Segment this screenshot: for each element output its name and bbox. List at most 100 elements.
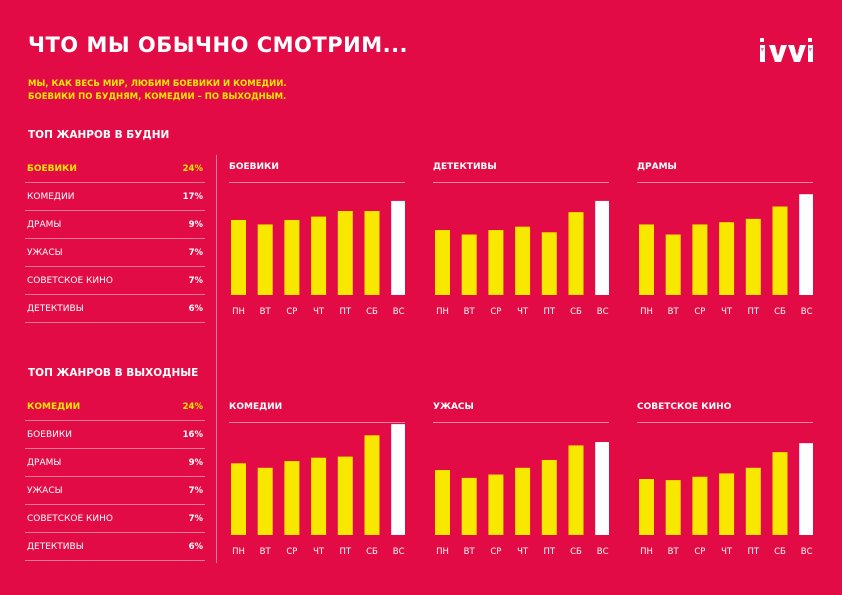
- chart-boeviki: БОЕВИКИ ПН ВТ СР ЧТ ПТ СБ ВС: [229, 160, 405, 323]
- genre-label: КОМЕДИИ: [27, 401, 81, 412]
- x-tick-label: ПН: [232, 547, 245, 557]
- x-tick-label: СБ: [570, 307, 582, 317]
- page-title: ЧТО МЫ ОБЫЧНО СМОТРИМ...: [28, 33, 409, 57]
- x-tick-label: ПН: [436, 307, 449, 317]
- bar-ПН: [231, 463, 246, 535]
- chart-title: СОВЕТСКОЕ КИНО: [637, 402, 732, 412]
- x-tick-label: ВТ: [260, 307, 272, 317]
- section-divider: [216, 155, 217, 563]
- x-tick-label: СБ: [774, 307, 786, 317]
- chart-top-rule: [637, 422, 813, 423]
- genre-label: УЖАСЫ: [27, 247, 63, 258]
- bar-ПН: [435, 470, 450, 535]
- weekdays-genre-list: БОЕВИКИ 24% КОМЕДИИ 17% ДРАМЫ 9% УЖАСЫ 7% СОВЕТС…: [25, 155, 205, 323]
- x-tick-label: СР: [694, 307, 705, 317]
- bar-СБ: [772, 452, 788, 535]
- x-tick-label: ПН: [436, 547, 449, 557]
- weekends-genre-list: КОМЕДИИ 24% БОЕВИКИ 16% ДРАМЫ 9% УЖАСЫ 7% СОВЕТС…: [25, 393, 205, 561]
- genre-share: 7%: [188, 275, 203, 286]
- chart-komedii: КОМЕДИИ ПН ВТ СР ЧТ ПТ СБ ВС: [229, 400, 405, 563]
- x-tick-label: ВТ: [260, 547, 272, 557]
- x-tick-label: СР: [286, 307, 297, 317]
- bar-СР: [284, 219, 300, 295]
- subtitle-line-2: БОЕВИКИ ПО БУДНЯМ, КОМЕДИИ – ПО ВЫХОДНЫМ…: [28, 92, 287, 102]
- bar-СР: [488, 474, 504, 535]
- chart-top-rule: [433, 182, 609, 183]
- x-tick-label: СБ: [366, 547, 378, 557]
- bar-ПТ: [541, 459, 557, 535]
- genre-label: БОЕВИКИ: [27, 429, 72, 440]
- genre-label: ДЕТЕКТИВЫ: [27, 541, 84, 552]
- chart-detektivy: ДЕТЕКТИВЫ ПН ВТ СР ЧТ ПТ СБ ВС: [433, 160, 609, 323]
- bar-ПТ: [337, 456, 353, 535]
- genre-row: ДЕТЕКТИВЫ 6%: [25, 295, 205, 323]
- bar-ВТ: [665, 480, 681, 535]
- x-tick-label: ЧТ: [721, 547, 733, 557]
- x-tick-label: СР: [694, 547, 705, 557]
- weekdays-section-title: ТОП ЖАНРОВ В БУДНИ: [28, 129, 170, 141]
- genre-row: ДРАМЫ 9%: [25, 449, 205, 477]
- bar-ЧТ: [311, 457, 327, 535]
- x-tick-label: ВС: [801, 547, 813, 557]
- bar-ВТ: [257, 467, 273, 535]
- bar-ПН: [231, 219, 246, 295]
- bar-СБ: [568, 212, 584, 295]
- bar-ВС: [391, 424, 405, 535]
- genre-share: 24%: [182, 163, 203, 174]
- genre-row: БОЕВИКИ 24%: [25, 155, 205, 183]
- genre-label: КОМЕДИИ: [27, 191, 75, 202]
- x-tick-label: ВС: [393, 307, 405, 317]
- x-tick-label: ПТ: [340, 547, 352, 557]
- x-tick-label: СБ: [570, 547, 582, 557]
- ivi-logo: [760, 38, 813, 62]
- bar-СБ: [772, 206, 788, 295]
- bar-ПН: [639, 479, 654, 535]
- genre-row: БОЕВИКИ 16%: [25, 421, 205, 449]
- genre-row: УЖАСЫ 7%: [25, 239, 205, 267]
- page-subtitle: МЫ, КАК ВЕСЬ МИР, ЛЮБИМ БОЕВИКИ И КОМЕДИ…: [28, 78, 287, 104]
- genre-share: 9%: [188, 219, 203, 230]
- x-tick-label: ВС: [801, 307, 813, 317]
- x-tick-label: ЧТ: [517, 307, 529, 317]
- x-tick-label: ПТ: [748, 307, 760, 317]
- bar-chart-plot: ПН ВТ СР ЧТ ПТ СБ ВС: [435, 442, 609, 557]
- x-tick-label: СР: [490, 547, 501, 557]
- chart-top-rule: [229, 422, 405, 423]
- x-tick-label: СР: [286, 547, 297, 557]
- chart-title: ДРАМЫ: [637, 162, 677, 172]
- bar-ПТ: [745, 218, 761, 295]
- x-tick-label: ЧТ: [721, 307, 733, 317]
- bar-ЧТ: [515, 226, 531, 295]
- x-tick-label: ЧТ: [517, 547, 529, 557]
- genre-share: 17%: [182, 191, 203, 202]
- x-tick-label: ПТ: [340, 307, 352, 317]
- x-tick-label: ВТ: [668, 307, 680, 317]
- bar-ВС: [595, 442, 609, 535]
- bar-ПТ: [541, 232, 557, 295]
- bar-СР: [488, 230, 504, 295]
- bar-ЧТ: [515, 467, 531, 535]
- chart-title: КОМЕДИИ: [229, 402, 283, 412]
- bar-ЧТ: [719, 222, 735, 295]
- x-tick-label: ЧТ: [313, 307, 325, 317]
- bar-ВС: [595, 200, 609, 295]
- x-tick-label: ПН: [640, 307, 653, 317]
- genre-share: 7%: [188, 513, 203, 524]
- bar-chart-plot: ПН ВТ СР ЧТ ПТ СБ ВС: [639, 194, 813, 317]
- x-tick-label: ВС: [597, 547, 609, 557]
- x-tick-label: ВС: [597, 307, 609, 317]
- bar-ВТ: [461, 477, 477, 535]
- chart-sovetskoe-kino: СОВЕТСКОЕ КИНО ПН ВТ СР ЧТ ПТ СБ ВС: [637, 400, 813, 563]
- bar-ПТ: [745, 467, 761, 535]
- genre-share: 7%: [188, 247, 203, 258]
- genre-share: 9%: [188, 457, 203, 468]
- bar-ВТ: [461, 234, 477, 295]
- bar-ЧТ: [719, 473, 735, 535]
- x-tick-label: ПТ: [748, 547, 760, 557]
- genre-share: 6%: [188, 303, 203, 314]
- genre-row: ДРАМЫ 9%: [25, 211, 205, 239]
- genre-row: СОВЕТСКОЕ КИНО 7%: [25, 505, 205, 533]
- genre-row: ДЕТЕКТИВЫ 6%: [25, 533, 205, 561]
- genre-row: СОВЕТСКОЕ КИНО 7%: [25, 267, 205, 295]
- x-tick-label: ЧТ: [313, 547, 325, 557]
